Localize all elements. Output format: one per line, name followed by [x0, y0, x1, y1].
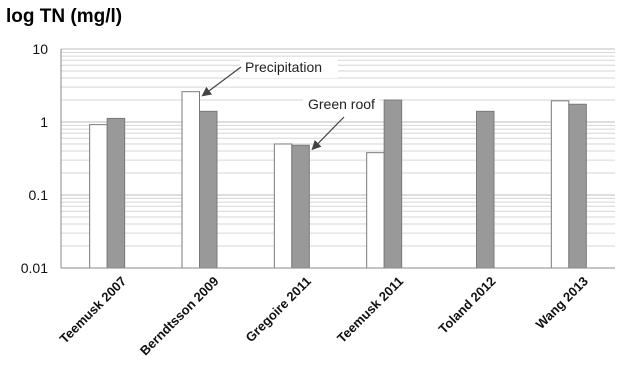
bar-green-roof [291, 144, 310, 269]
x-tick-label: Teemusk 2011 [334, 274, 406, 346]
bar-green-roof [199, 110, 218, 269]
bar-precipitation [366, 152, 385, 269]
bars [89, 91, 587, 269]
annotation-label: Precipitation [245, 59, 322, 75]
annotation-label: Green roof [308, 96, 375, 112]
annotation-arrow [201, 66, 242, 97]
bar-green-roof [106, 117, 126, 269]
x-tick-label: Gregoire 2011 [243, 274, 314, 345]
bar-green-roof [568, 103, 587, 269]
annotations: Precipitation Green roof [201, 57, 379, 151]
y-axis-label: log TN (mg/l) [6, 6, 122, 27]
bar-precipitation [273, 143, 293, 269]
bar-precipitation [181, 91, 200, 269]
y-tick-labels: 10 1 0.1 0.01 [21, 41, 48, 276]
y-tick-label: 0.1 [29, 187, 49, 203]
x-tick-label: Teemusk 2007 [57, 274, 130, 347]
bar-green-roof [476, 110, 495, 269]
annotation-box [303, 94, 379, 115]
y-tick-label: 10 [32, 41, 48, 57]
annotation-arrow [311, 116, 345, 151]
bar-precipitation [550, 100, 570, 269]
y-tick-label: 0.01 [21, 260, 48, 276]
bar-green-roof [383, 99, 403, 269]
x-tick-label: Berndtsson 2009 [137, 274, 222, 359]
axes [60, 49, 615, 269]
x-tick-label: Wang 2013 [533, 274, 591, 332]
x-tick-label: Toland 2012 [436, 274, 499, 337]
annotation-box [240, 57, 338, 78]
x-tick-labels: Teemusk 2007 Berndtsson 2009 Gregoire 2011… [57, 274, 591, 359]
bar-precipitation [89, 124, 108, 269]
y-tick-label: 1 [40, 114, 48, 130]
gridlines [61, 48, 615, 269]
